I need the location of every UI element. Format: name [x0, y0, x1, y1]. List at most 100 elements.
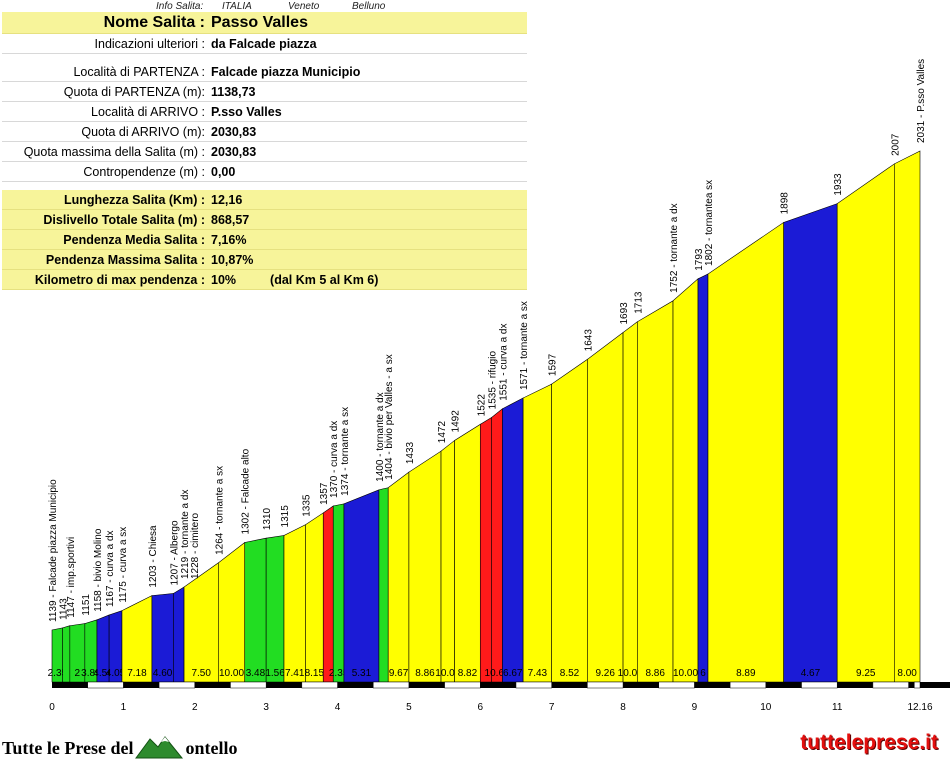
row-localita-arrivo: Località di ARRIVO : P.sso Valles — [2, 102, 527, 122]
elevation-annotation: 2031 - P.sso Valles — [916, 59, 927, 143]
row-indicazioni: Indicazioni ulteriori : da Falcade piazz… — [2, 34, 527, 54]
segment-grade-label: 5.31 — [352, 668, 372, 679]
x-tick-label: 0 — [49, 702, 55, 713]
row-dislivello: Dislivello Totale Salita (m) : 868,57 — [2, 210, 527, 230]
profile-segment — [173, 586, 185, 683]
profile-segment — [322, 505, 334, 683]
km-bar-black — [408, 682, 445, 688]
segment-grade-label: 2.35 — [48, 668, 68, 679]
x-tick-label: 4 — [335, 702, 341, 713]
elevation-annotation: 1713 — [633, 291, 644, 314]
segment-grade-label: 7.41 — [285, 668, 305, 679]
pendenza-massima-value: 10,87% — [211, 252, 254, 267]
profile-segment — [783, 203, 838, 683]
x-tick-label: 6 — [478, 702, 484, 713]
km-bar-black — [52, 682, 88, 688]
km-bar-white — [729, 681, 767, 689]
localita-arrivo-label: Località di ARRIVO : — [91, 104, 205, 119]
elevation-annotation: 1335 — [301, 494, 312, 517]
pendenza-massima-label: Pendenza Massima Salita : — [45, 252, 205, 267]
segment-grade-label: 8.52 — [560, 668, 580, 679]
profile-segment — [894, 150, 921, 683]
elevation-annotation: 1693 — [619, 302, 630, 325]
mountain-logo-icon — [135, 736, 184, 759]
segment-grade-label: 7.50 — [191, 668, 211, 679]
elevation-annotation: 1143 — [59, 598, 70, 620]
elevation-annotation: 1643 — [583, 329, 594, 352]
nome-salita-value: Passo Valles — [211, 13, 308, 31]
country-label: ITALIA — [222, 1, 252, 12]
quota-partenza-value: 1138,73 — [211, 84, 256, 99]
row-lunghezza: Lunghezza Salita (Km) : 12,16 — [2, 190, 527, 210]
segment-grade-label: 6 — [700, 668, 706, 679]
elevation-annotation: 1315 — [280, 505, 291, 528]
profile-segment — [707, 221, 784, 683]
elevation-annotation: 1933 — [833, 173, 844, 196]
segment-grade-label: 8.86 — [645, 668, 665, 679]
elevation-annotation: 1207 - Albergo — [169, 520, 180, 585]
elevation-annotation: 1147 - imp.sportivi — [66, 537, 77, 618]
elevation-annotation: 1139 - Falcade piazza Municipio — [48, 479, 59, 622]
profile-segment — [408, 450, 442, 683]
x-tick-label: 9 — [692, 702, 698, 713]
profile-segment — [218, 541, 246, 683]
profile-segment — [697, 273, 709, 683]
x-tick-label: 7 — [549, 702, 555, 713]
quota-massima-value: 2030,83 — [211, 144, 257, 159]
elevation-annotation: 1752 - tornante a dx — [669, 203, 680, 293]
elevation-annotation: 1203 - Chiesa — [148, 525, 159, 588]
profile-segment — [502, 397, 524, 683]
segment-grade-label: 10.67 — [485, 668, 510, 679]
km-bar-black — [837, 682, 873, 688]
row-pendenza-massima: Pendenza Massima Salita : 10,87% — [2, 250, 527, 270]
profile-segment — [343, 489, 380, 683]
profile-segment — [836, 163, 895, 683]
nome-salita-label: Nome Salita : — [103, 13, 205, 31]
km-bar-black — [123, 682, 160, 688]
km-bar-white — [372, 681, 410, 689]
profile-segment — [244, 537, 267, 683]
brand-text-start: Tutte le Prese del — [2, 738, 134, 758]
localita-arrivo-value: P.sso Valles — [211, 104, 282, 119]
info-salita-label: Info Salita: — [156, 1, 204, 12]
km-bar-white — [515, 681, 552, 689]
elevation-annotation: 1793 — [694, 248, 705, 271]
segment-grade-label: 8.82 — [458, 668, 478, 679]
x-tick-label: 5 — [406, 702, 412, 713]
elevation-annotation: 1374 - tornante a sx — [340, 407, 351, 496]
km-bar-white — [658, 681, 695, 689]
row-pendenza-media: Pendenza Media Salita : 7,16% — [2, 230, 527, 250]
elevation-annotation: 1802 - tornantea sx — [704, 180, 715, 266]
km-max-pendenza-range: (dal Km 5 al Km 6) — [270, 272, 379, 287]
elevation-annotation: 1433 — [405, 441, 416, 464]
x-tick-label: 2 — [192, 702, 198, 713]
profile-segment — [622, 321, 638, 683]
dislivello-value: 868,57 — [211, 212, 250, 227]
elevation-annotation: 1219 - tornante a dx — [180, 490, 191, 580]
elevation-annotation: 1535 - rifugio — [488, 351, 499, 410]
elevation-annotation: 1472 — [437, 420, 448, 443]
segment-grade-label: 10.00 — [618, 668, 643, 679]
dislivello-label: Dislivello Totale Salita (m) : — [43, 212, 205, 227]
km-bar-black — [194, 682, 231, 688]
segment-grade-label: 9.25 — [856, 668, 876, 679]
elevation-annotation: 1228 - cimitero — [190, 512, 201, 579]
segment-grade-label: 9.67 — [389, 668, 409, 679]
elevation-annotation: 1302 - Falcade alto — [241, 448, 252, 534]
km-bar-white — [444, 681, 481, 689]
profile-segment — [479, 416, 493, 683]
km-bar-white — [872, 681, 909, 689]
climb-info-table: Nome Salita : Passo Valles Indicazioni u… — [2, 12, 527, 290]
km-bar-black — [551, 682, 588, 688]
contropendenze-value: 0,00 — [211, 164, 236, 179]
profile-segment — [283, 524, 306, 683]
elevation-annotation: 1175 - curva a sx — [118, 527, 129, 603]
elevation-annotation: 1158 - bivio Molino — [93, 528, 104, 612]
segment-grade-label: 7.43 — [528, 668, 548, 679]
row-quota-partenza: Quota di PARTENZA (m): 1138,73 — [2, 82, 527, 102]
km-max-pendenza-value: 10% — [211, 272, 237, 287]
segment-grade-label: 8.00 — [897, 668, 917, 679]
profile-segment — [332, 503, 345, 683]
profile-segment — [551, 358, 588, 683]
